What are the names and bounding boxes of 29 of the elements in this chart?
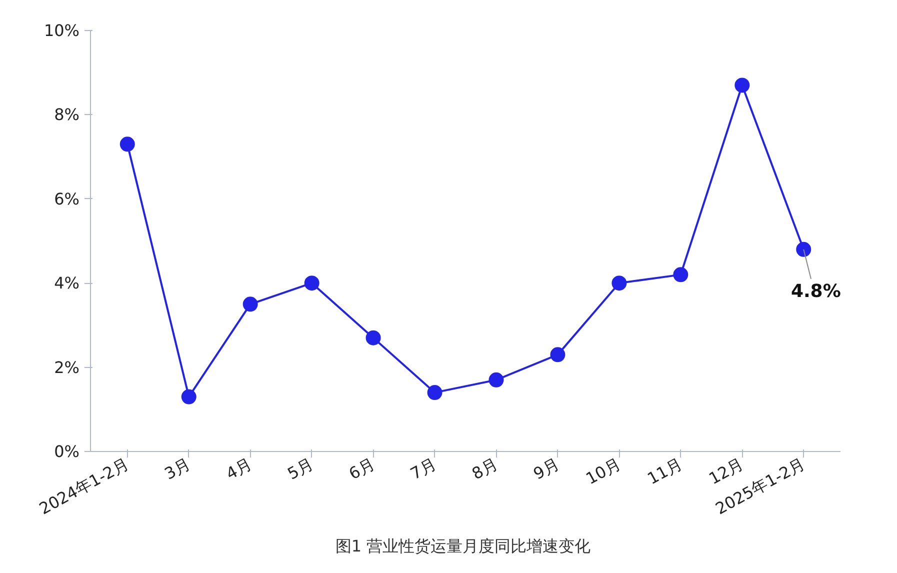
text: 图1 营业性货运量月度同比增速变化: [335, 536, 591, 556]
point: [550, 347, 566, 362]
x-tick-label: 11月: [644, 454, 686, 488]
point: [488, 372, 504, 388]
x-tick-label: 3月: [161, 454, 194, 484]
point: [427, 385, 442, 400]
point: [734, 78, 750, 93]
x-tick-label: 8月: [468, 454, 501, 484]
point: [120, 136, 135, 152]
y-tick-label: 8%: [54, 105, 80, 124]
point: [796, 242, 812, 257]
y-tick-label: 0%: [54, 442, 80, 461]
x-tick-label: 4月: [222, 454, 255, 484]
point: [366, 330, 381, 346]
x-tick-label: 5月: [284, 454, 316, 484]
x-tick-label: 10月: [582, 454, 624, 488]
point: [612, 276, 627, 291]
y-tick-label: 2%: [54, 358, 80, 377]
y-tick-label: 4%: [54, 274, 80, 293]
y-tick-label: 10%: [44, 21, 80, 40]
point: [304, 276, 320, 291]
annotation: 4.8%: [790, 280, 841, 302]
x-tick-label: 9月: [530, 454, 562, 484]
point: [242, 296, 258, 312]
point: [181, 389, 196, 404]
point: [673, 267, 688, 282]
x-tick-label: 6月: [346, 454, 378, 484]
x-tick-label: 7月: [407, 454, 440, 484]
y-tick-label: 6%: [54, 189, 80, 208]
